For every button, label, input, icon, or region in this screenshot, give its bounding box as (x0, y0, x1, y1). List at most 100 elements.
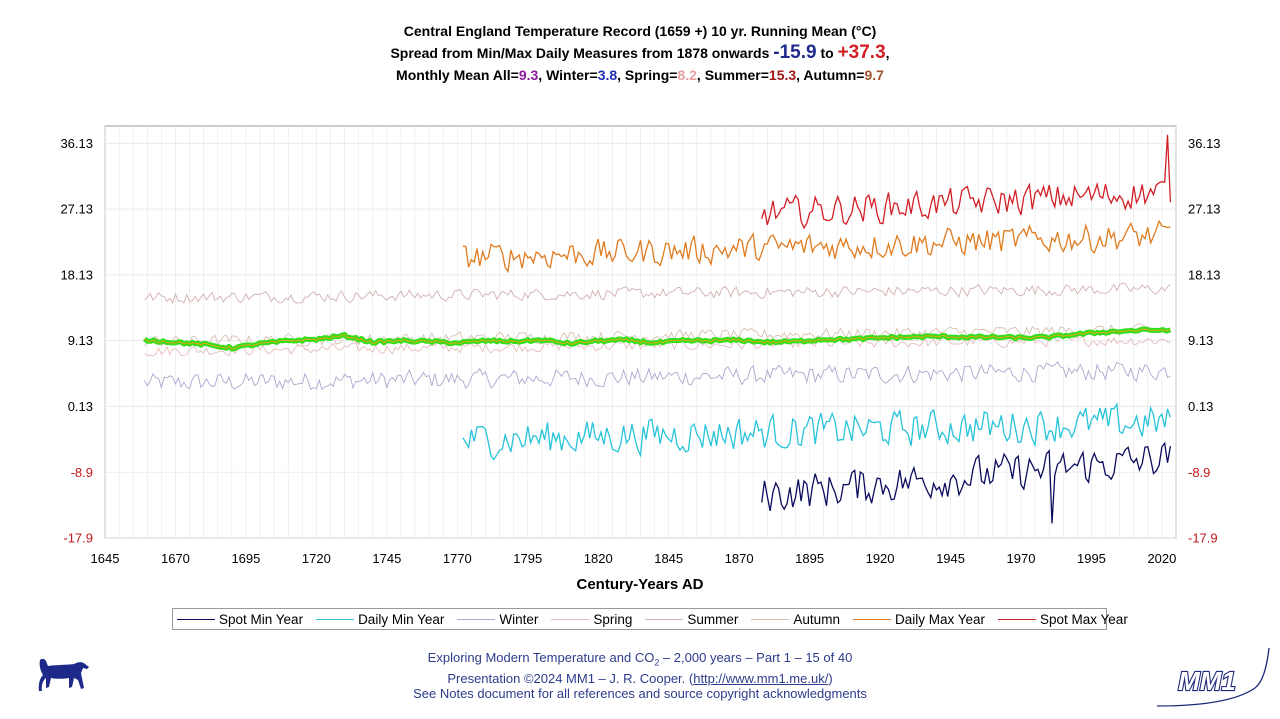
footer-line-3: See Notes document for all references an… (413, 685, 867, 701)
series-layer (142, 134, 1172, 524)
title-line-3: Monthly Mean All=9.3, Winter=3.8, Spring… (0, 64, 1280, 86)
x-tick-label: 1745 (372, 551, 401, 566)
chart-title: Central England Temperature Record (1659… (0, 20, 1280, 86)
x-tick-label: 1920 (866, 551, 895, 566)
mm1-logo: MM1 (1156, 647, 1270, 707)
title-line-3-part: , Spring= (617, 67, 678, 83)
mm1-website-link[interactable]: http://www.mm1.me.uk/ (693, 670, 829, 686)
legend-label: Autumn (793, 611, 840, 627)
x-tick-label: 1970 (1007, 551, 1036, 566)
x-tick-label: 1870 (725, 551, 754, 566)
x-tick-label: 2020 (1147, 551, 1176, 566)
mm1-logo-text: MM1 (1178, 666, 1236, 696)
legend-item: Spot Min Year (177, 612, 303, 627)
y-tick-label-right: -17.9 (1188, 531, 1218, 546)
footer-line-2-tail: ) (828, 670, 833, 686)
title-line-2-prefix: Spread from Min/Max Daily Measures from … (390, 45, 774, 61)
y-tick-label-right: -8.9 (1188, 465, 1210, 480)
series-line-summer (144, 282, 1171, 304)
title-line-1: Central England Temperature Record (1659… (403, 23, 877, 39)
footer-line-2: Presentation ©2024 MM1 – J. R. Cooper. (… (300, 671, 980, 686)
legend-item: Autumn (751, 612, 840, 627)
y-tick-label-right: 0.13 (1188, 399, 1213, 414)
x-tick-label: 1645 (91, 551, 120, 566)
title-line-3-part: 8.2 (677, 67, 697, 83)
title-line-2-suffix: , (885, 45, 890, 61)
chart-grid (104, 126, 1177, 539)
x-tick-label: 1995 (1077, 551, 1106, 566)
title-line-3-part: Monthly Mean All= (396, 67, 519, 83)
legend-item: Daily Min Year (316, 612, 444, 627)
footer-line-1-text: Exploring Modern Temperature and CO (427, 650, 655, 665)
x-tick-label: 1670 (161, 551, 190, 566)
title-min-value: -15.9 (773, 42, 817, 63)
title-line-3-part: 15.3 (768, 67, 797, 83)
title-max-value: +37.3 (837, 42, 886, 63)
title-line-3-part: 3.8 (597, 67, 618, 83)
y-tick-label-left: 27.13 (60, 202, 93, 217)
legend-label: Spring (593, 611, 633, 627)
title-to: to (816, 45, 838, 61)
x-tick-label: 1945 (936, 551, 965, 566)
title-line-3-part: 9.3 (518, 67, 539, 83)
legend-label: Spot Max Year (1040, 611, 1128, 627)
x-tick-label: 1720 (302, 551, 331, 566)
x-tick-label: 1895 (795, 551, 824, 566)
legend-swatch (457, 618, 496, 620)
x-tick-label: 1770 (443, 551, 472, 566)
title-line-3-part: , Winter= (538, 67, 598, 83)
y-tick-label-left: -8.9 (71, 465, 93, 480)
x-tick-label: 1695 (231, 551, 260, 566)
legend-swatch (645, 618, 684, 620)
legend-swatch (852, 618, 891, 620)
legend-item: Spring (551, 612, 632, 627)
series-line-daily-min-year (462, 402, 1172, 461)
x-tick-label: 1845 (654, 551, 683, 566)
legend-swatch (751, 618, 790, 620)
legend-swatch (316, 618, 355, 620)
footer-co2-subscript: 2 (654, 657, 660, 668)
title-line-3-part: , Autumn= (796, 67, 865, 83)
legend-label: Spot Min Year (219, 611, 304, 627)
y-axis-left: 36.13 27.13 18.13 9.13 0.13 -8.9 -17.9 (60, 136, 93, 546)
y-tick-label-left: -17.9 (63, 531, 93, 546)
title-line-3-part: , Summer= (696, 67, 769, 83)
y-tick-label-left: 18.13 (60, 267, 93, 282)
y-tick-label-left: 0.13 (68, 399, 93, 414)
y-tick-label-left: 36.13 (60, 136, 93, 151)
legend-label: Daily Min Year (358, 611, 445, 627)
series-line-daily-max-year (462, 219, 1171, 274)
chart-legend: Spot Min Year Daily Min Year Winter Spring S… (172, 608, 1128, 630)
legend-swatch (998, 618, 1036, 620)
title-line-2: Spread from Min/Max Daily Measures from … (0, 42, 1280, 64)
x-tick-label: 1820 (584, 551, 613, 566)
x-axis: 1645 1670 1695 1720 1745 1770 1795 1820 1845 1870… (91, 551, 1177, 566)
legend-swatch (551, 618, 590, 620)
footer-line-2-text: Presentation ©2024 MM1 – J. R. Cooper. ( (447, 670, 694, 686)
x-axis-label: Century-Years AD (577, 576, 704, 593)
dog-logo-icon (38, 658, 89, 691)
series-line-spot-max-year (761, 134, 1172, 230)
series-line-winter (144, 361, 1171, 391)
legend-item: Daily Max Year (852, 611, 985, 627)
legend-item: Summer (645, 612, 738, 627)
legend-item: Winter (457, 612, 538, 627)
y-tick-label-right: 9.13 (1188, 333, 1213, 348)
title-line-3-part: 9.7 (864, 67, 884, 83)
y-axis-right: 36.13 27.13 18.13 9.13 0.13 -8.9 -17.9 (1188, 136, 1221, 546)
legend-item: Spot Max Year (998, 612, 1128, 627)
footer-line-1: Exploring Modern Temperature and CO2 – 2… (300, 650, 980, 671)
legend-label: Winter (499, 611, 539, 627)
running-mean-core-line (144, 328, 1171, 350)
legend-label: Summer (687, 611, 739, 627)
y-tick-label-right: 27.13 (1188, 202, 1221, 217)
legend-label: Daily Max Year (894, 611, 985, 627)
series-line-spot-min-year (761, 441, 1172, 524)
x-tick-label: 1795 (513, 551, 542, 566)
y-tick-label-left: 9.13 (68, 333, 93, 348)
y-tick-label-right: 36.13 (1188, 136, 1221, 151)
legend-swatch (177, 618, 215, 620)
slide-footer: Exploring Modern Temperature and CO2 – 2… (300, 650, 980, 701)
footer-line-1-tail: – 2,000 years – Part 1 – 15 of 40 (659, 650, 853, 665)
